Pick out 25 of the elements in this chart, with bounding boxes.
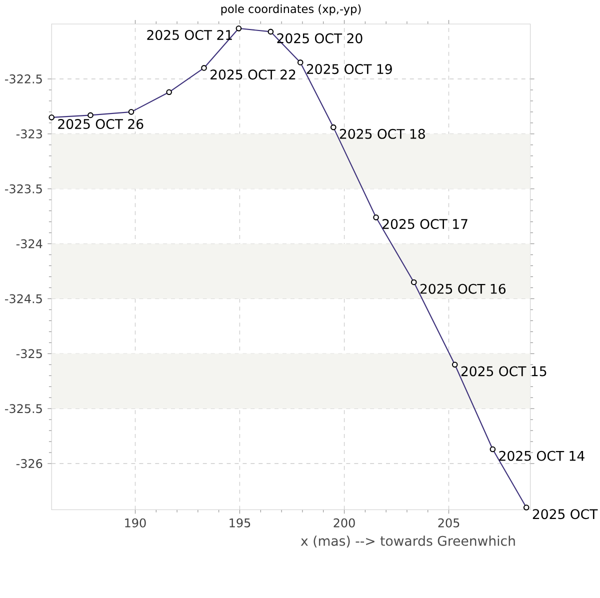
annotation: 2025 OCT 21 [147, 30, 232, 40]
annotation: 2025 OCT 20 [277, 33, 362, 44]
annotation: 2025 OCT 26 [58, 118, 144, 129]
y-tick-label: -322.5 [5, 74, 42, 84]
y-tick-label: -324 [16, 239, 42, 248]
annotation: 2025 OCT 19 [306, 64, 392, 74]
x-tick-label: 200 [334, 518, 355, 528]
x-tick-label: 195 [230, 518, 250, 528]
annotation: 2025 OCT 17 [382, 218, 468, 229]
chart-title: pole coordinates (xp,-yp) [221, 4, 361, 16]
x-tick-label: 190 [125, 518, 146, 528]
y-tick-label: -325.5 [5, 404, 42, 413]
y-tick-label: -323 [16, 129, 42, 138]
annotation: 2025 OCT 16 [420, 284, 506, 294]
annotation: 2025 OCT 22 [210, 69, 296, 80]
x-tick-label: 205 [438, 518, 460, 528]
y-tick-label: -325 [16, 349, 42, 358]
annotation: 2025 OCT [532, 508, 598, 519]
annotation: 2025 OCT 14 [499, 450, 584, 461]
y-tick-label: -323.5 [5, 184, 42, 194]
annotation: 2025 OCT 18 [340, 128, 425, 139]
y-tick-label: -326 [16, 458, 42, 468]
y-tick-label: -324.5 [5, 294, 42, 304]
x-axis-title: x (mas) --> towards Greenwhich [300, 535, 515, 548]
annotation: 2025 OCT 15 [461, 366, 546, 376]
